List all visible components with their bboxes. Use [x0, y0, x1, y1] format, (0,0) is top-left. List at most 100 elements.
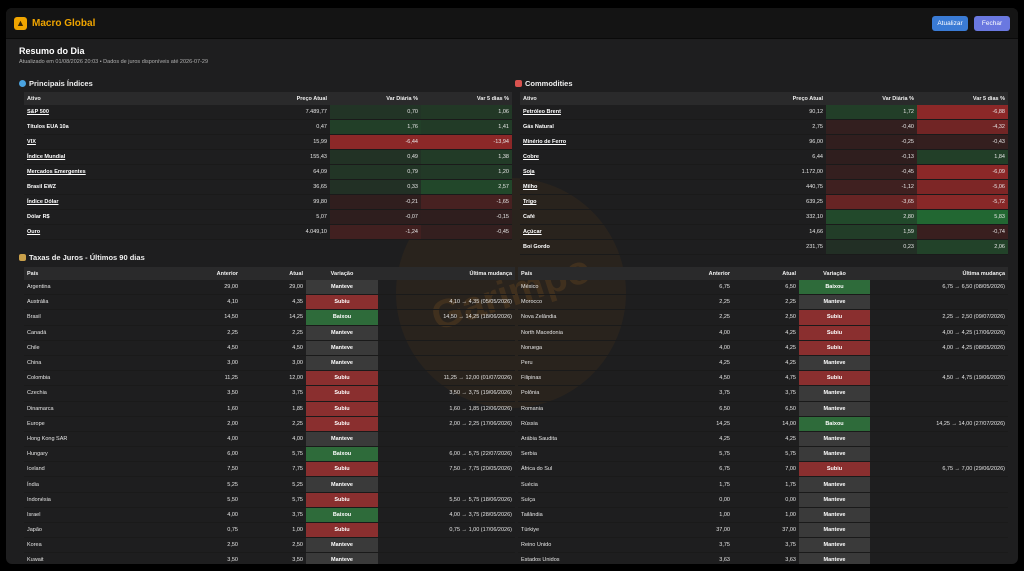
last-change [378, 325, 515, 341]
daily-change: 0,79 [330, 164, 421, 180]
current-rate: 6,50 [733, 401, 799, 417]
previous-rate: 5,50 [174, 492, 241, 508]
country-name: México [518, 280, 666, 296]
previous-rate: 4,00 [174, 507, 241, 524]
five-day-change: 1,20 [421, 164, 512, 180]
table-row: Dólar R$ 5,07 -0,07 -0,15 [24, 209, 512, 225]
current-rate: 3,75 [241, 385, 306, 402]
bank-icon [19, 254, 26, 261]
country-name: North Macedonia [518, 325, 666, 341]
table-row: Rússia 14,25 14,00 Baixou 14,25 → 14,00 (27/… [518, 416, 1008, 432]
table-row: Czechia 3,50 3,75 Subiu 3,50 → 3,75 (19/06/2… [24, 385, 515, 402]
table-row: México 6,75 6,50 Baixou 6,75 → 6,50 (08/05/2… [518, 280, 1008, 296]
table-row: Milho 440,75 -1,12 -5,06 [520, 179, 1008, 195]
close-button[interactable]: Fechar [974, 16, 1010, 31]
table-row: Chile 4,50 4,50 Manteve [24, 340, 515, 356]
rates-table-right: País Anterior Atual Variação Última muda… [518, 267, 1008, 564]
asset-name[interactable]: Soja [520, 164, 680, 180]
current-rate: 2,50 [733, 309, 799, 326]
table-row: Índice Dólar 99,80 -0,21 -1,65 [24, 194, 512, 210]
daily-change: -1,24 [330, 224, 421, 240]
asset-name[interactable]: Açúcar [520, 224, 680, 240]
table-row: Petróleo Brent 90,12 1,72 -6,88 [520, 105, 1008, 120]
brand: ▲ Macro Global [14, 16, 95, 30]
previous-rate: 6,00 [174, 446, 241, 463]
current-rate: 5,75 [733, 446, 799, 463]
last-change: 6,75 → 6,50 (08/05/2026) [870, 280, 1008, 296]
previous-rate: 3,50 [174, 552, 241, 564]
previous-rate: 3,63 [666, 552, 733, 564]
asset-name[interactable]: Ouro [24, 224, 184, 240]
variation-badge: Manteve [799, 537, 870, 554]
col-header-previous: Anterior [174, 267, 241, 280]
refresh-button[interactable]: Atualizar [932, 16, 968, 31]
asset-price: 0,47 [184, 119, 330, 135]
variation-badge: Manteve [799, 401, 870, 417]
table-row: Açúcar 14,66 1,59 -0,74 [520, 224, 1008, 240]
asset-name[interactable]: Trigo [520, 194, 680, 210]
country-name: Indonésia [24, 492, 174, 508]
asset-name[interactable]: Milho [520, 179, 680, 195]
country-name: Austrália [24, 294, 174, 311]
current-rate: 4,35 [241, 294, 306, 311]
country-name: Noruega [518, 340, 666, 356]
asset-name: Brasil EWZ [24, 179, 184, 195]
table-row: Minério de Ferro 96,00 -0,25 -0,43 [520, 134, 1008, 150]
country-name: Filipinas [518, 370, 666, 387]
last-change [378, 280, 515, 296]
last-change [870, 522, 1008, 539]
country-name: Reino Unido [518, 537, 666, 554]
country-name: Israel [24, 507, 174, 524]
last-change: 5,50 → 5,75 (18/06/2026) [378, 492, 515, 508]
asset-name: Títulos EUA 10a [24, 119, 184, 135]
last-change [870, 537, 1008, 554]
previous-rate: 1,60 [174, 401, 241, 417]
page-title: Resumo do Dia [19, 46, 85, 56]
country-name: Morocco [518, 294, 666, 311]
table-row: Boi Gordo 231,75 0,23 2,06 [520, 239, 1008, 255]
table-row: Japão 0,75 1,00 Subiu 0,75 → 1,00 (17/06/202… [24, 522, 515, 539]
current-rate: 0,00 [733, 492, 799, 508]
table-row: Europe 2,00 2,25 Subiu 2,00 → 2,25 (17/06/20… [24, 416, 515, 432]
asset-name[interactable]: Cobre [520, 149, 680, 165]
asset-price: 96,00 [680, 134, 826, 150]
country-name: Estados Unidos [518, 552, 666, 564]
last-change [870, 492, 1008, 508]
last-change: 4,00 → 4,25 (08/05/2026) [870, 340, 1008, 356]
daily-change: -0,13 [826, 149, 917, 165]
country-name: Rússia [518, 416, 666, 432]
country-name: Colombia [24, 370, 174, 387]
previous-rate: 4,10 [174, 294, 241, 311]
asset-name[interactable]: Mercados Emergentes [24, 164, 184, 180]
five-day-change: -0,45 [421, 224, 512, 240]
col-header-current: Atual [241, 267, 306, 280]
asset-name[interactable]: Minério de Ferro [520, 134, 680, 150]
current-rate: 6,50 [733, 280, 799, 296]
asset-price: 1.172,00 [680, 164, 826, 180]
asset-name[interactable]: VIX [24, 134, 184, 150]
book-icon [515, 80, 522, 87]
previous-rate: 1,00 [666, 507, 733, 524]
variation-badge: Subiu [306, 294, 378, 311]
current-rate: 7,00 [733, 461, 799, 478]
asset-name: Café [520, 209, 680, 225]
asset-name[interactable]: Índice Dólar [24, 194, 184, 210]
indices-heading: Principais Índices [19, 79, 93, 88]
daily-change: 1,76 [330, 119, 421, 135]
table-row: Austrália 4,10 4,35 Subiu 4,10 → 4,35 (05/05… [24, 294, 515, 311]
col-header-previous: Anterior [666, 267, 733, 280]
current-rate: 4,25 [733, 355, 799, 372]
table-row: Gás Natural 2,75 -0,40 -4,32 [520, 119, 1008, 135]
current-rate: 1,00 [733, 507, 799, 524]
previous-rate: 4,50 [174, 340, 241, 356]
previous-rate: 4,00 [174, 431, 241, 448]
current-rate: 29,00 [241, 280, 306, 296]
asset-name[interactable]: Índice Mundial [24, 149, 184, 165]
variation-badge: Manteve [799, 492, 870, 508]
asset-price: 64,09 [184, 164, 330, 180]
logo-icon: ▲ [14, 16, 27, 30]
asset-name[interactable]: S&P 500 [24, 105, 184, 120]
current-rate: 3,75 [733, 385, 799, 402]
five-day-change: -1,65 [421, 194, 512, 210]
asset-name[interactable]: Petróleo Brent [520, 105, 680, 120]
